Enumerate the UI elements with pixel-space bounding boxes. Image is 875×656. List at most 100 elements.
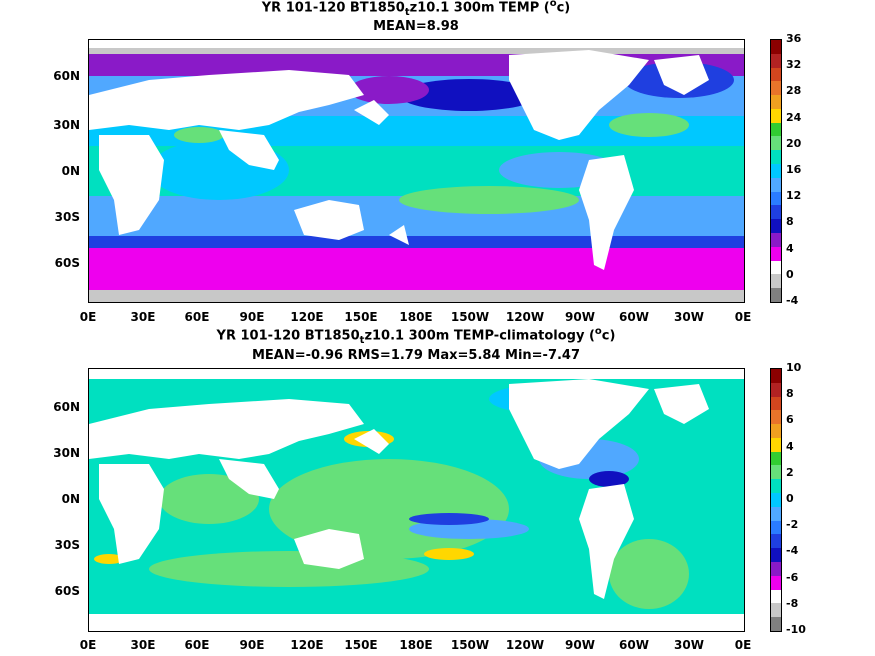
p2-ytick-60s: 60S: [54, 584, 80, 598]
panel1-title: YR 101-120 BT1850tz10.1 300m TEMP (oc): [261, 0, 571, 18]
colorbar-tick-label: 20: [786, 136, 802, 150]
panel2-map-field: [89, 369, 744, 631]
panel2-subtitle: MEAN=-0.96 RMS=1.79 Max=5.84 Min=-7.47: [251, 348, 581, 363]
p1-xtick: 30E: [130, 310, 156, 324]
p1-xtick: 90E: [239, 310, 265, 324]
colorbar-segment: [771, 437, 781, 452]
p1-ytick-60n: 60N: [53, 69, 80, 83]
colorbar-tick-label: -6: [786, 570, 799, 584]
panel1-map: [88, 39, 745, 303]
colorbar-segment: [771, 396, 781, 411]
colorbar-segment: [771, 575, 781, 590]
colorbar-segment: [771, 246, 781, 261]
p2-xtick: 0E: [734, 638, 752, 652]
panel2-map: [88, 368, 745, 632]
p1-xtick: 150W: [450, 310, 490, 324]
colorbar-tick-label: -10: [786, 623, 806, 636]
colorbar-segment: [771, 205, 781, 220]
colorbar-segment: [771, 150, 781, 165]
colorbar-tick-label: 0: [786, 267, 794, 281]
p2-xtick: 60W: [619, 638, 649, 652]
p2-ytick-30n: 30N: [53, 446, 80, 460]
colorbar-segment: [771, 232, 781, 247]
p1-ytick-30n: 30N: [53, 118, 80, 132]
p2-xtick: 60E: [184, 638, 210, 652]
colorbar-segment: [771, 260, 781, 275]
colorbar-segment: [771, 451, 781, 466]
colorbar-segment: [771, 465, 781, 480]
colorbar-tick-label: 2: [786, 465, 794, 479]
p2-ytick-0n: 0N: [61, 492, 80, 506]
colorbar-tick-label: -2: [786, 518, 799, 532]
p1-xtick: 30W: [674, 310, 704, 324]
colorbar-segment: [771, 136, 781, 151]
p1-ytick-60s: 60S: [54, 256, 80, 270]
p2-xtick: 30W: [674, 638, 704, 652]
colorbar-tick-label: 6: [786, 413, 794, 427]
colorbar-tick-label: 10: [786, 361, 802, 374]
colorbar-segment: [771, 40, 781, 54]
p2-xtick: 120W: [505, 638, 545, 652]
p1-xtick: 0E: [79, 310, 97, 324]
colorbar-segment: [771, 506, 781, 521]
p2-xtick: 30E: [130, 638, 156, 652]
panel1-map-field: [89, 40, 744, 302]
colorbar-segment: [771, 424, 781, 438]
colorbar-tick-label: -4: [786, 544, 799, 558]
colorbar-tick-label: 12: [786, 189, 802, 203]
colorbar-segment: [771, 534, 781, 549]
colorbar-tick-label: 8: [786, 215, 794, 229]
colorbar-tick-label: 4: [786, 241, 794, 255]
p1-xtick: 150E: [344, 310, 378, 324]
p2-xtick: 180E: [399, 638, 433, 652]
p2-xtick: 0E: [79, 638, 97, 652]
colorbar-segment: [771, 617, 781, 631]
p2-xtick: 120E: [290, 638, 324, 652]
p2-xtick: 90E: [239, 638, 265, 652]
colorbar-tick-label: 36: [786, 32, 802, 45]
colorbar-tick-label: 24: [786, 110, 802, 124]
colorbar-segment: [771, 589, 781, 604]
colorbar-tick-label: 28: [786, 84, 802, 98]
panel2-colorbar: [770, 368, 782, 632]
panel1-subtitle: MEAN=8.98: [373, 19, 459, 34]
panel2-title: YR 101-120 BT1850tz10.1 300m TEMP-climat…: [216, 326, 616, 346]
colorbar-segment: [771, 122, 781, 137]
colorbar-segment: [771, 95, 781, 109]
colorbar-tick-label: -8: [786, 596, 799, 610]
colorbar-segment: [771, 493, 781, 507]
p1-xtick: 120W: [505, 310, 545, 324]
colorbar-tick-label: 0: [786, 492, 794, 505]
colorbar-segment: [771, 603, 781, 618]
p1-xtick: 0E: [734, 310, 752, 324]
p1-ytick-30s: 30S: [54, 210, 80, 224]
colorbar-tick-label: 32: [786, 58, 802, 72]
p1-xtick: 90W: [565, 310, 595, 324]
colorbar-segment: [771, 191, 781, 206]
colorbar-segment: [771, 410, 781, 425]
colorbar-segment: [771, 219, 781, 233]
colorbar-tick-label: 8: [786, 387, 794, 401]
p2-xtick: 150W: [450, 638, 490, 652]
p2-xtick: 90W: [565, 638, 595, 652]
colorbar-segment: [771, 382, 781, 397]
p1-xtick: 180E: [399, 310, 433, 324]
colorbar-tick-label: 16: [786, 163, 802, 176]
colorbar-segment: [771, 53, 781, 68]
colorbar-segment: [771, 81, 781, 96]
colorbar-segment: [771, 274, 781, 289]
p1-xtick: 60E: [184, 310, 210, 324]
colorbar-segment: [771, 108, 781, 123]
colorbar-segment: [771, 561, 781, 576]
p1-ytick-0n: 0N: [61, 164, 80, 178]
p2-ytick-30s: 30S: [54, 538, 80, 552]
colorbar-segment: [771, 548, 781, 562]
p1-xtick: 60W: [619, 310, 649, 324]
colorbar-segment: [771, 67, 781, 82]
colorbar-tick-label: -4: [786, 294, 799, 307]
p2-ytick-60n: 60N: [53, 400, 80, 414]
p1-xtick: 120E: [290, 310, 324, 324]
colorbar-segment: [771, 288, 781, 302]
colorbar-segment: [771, 369, 781, 383]
colorbar-segment: [771, 164, 781, 178]
